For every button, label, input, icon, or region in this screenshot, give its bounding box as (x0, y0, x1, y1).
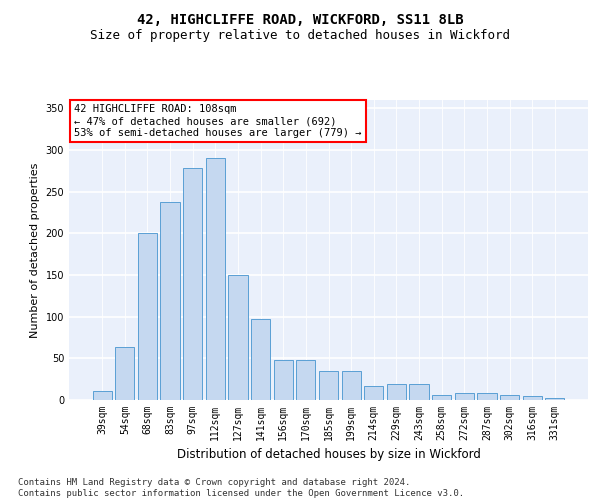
Bar (319, 371, 338, 400)
Bar (115, 346, 134, 400)
Bar (455, 392, 474, 400)
Text: 42 HIGHCLIFFE ROAD: 108sqm
← 47% of detached houses are smaller (692)
53% of sem: 42 HIGHCLIFFE ROAD: 108sqm ← 47% of deta… (74, 104, 362, 138)
Text: Contains HM Land Registry data © Crown copyright and database right 2024.
Contai: Contains HM Land Registry data © Crown c… (18, 478, 464, 498)
Bar (138, 234, 157, 400)
Text: Size of property relative to detached houses in Wickford: Size of property relative to detached ho… (90, 29, 510, 42)
Bar (274, 360, 293, 400)
Bar (160, 202, 180, 400)
Bar (364, 386, 383, 400)
Bar (477, 392, 497, 400)
Y-axis label: Number of detached properties: Number of detached properties (30, 162, 40, 338)
Bar (296, 360, 316, 400)
Bar (409, 384, 428, 400)
Bar (251, 319, 270, 400)
Bar (432, 395, 451, 400)
Bar (206, 158, 225, 400)
Bar (500, 395, 519, 400)
Text: 42, HIGHCLIFFE ROAD, WICKFORD, SS11 8LB: 42, HIGHCLIFFE ROAD, WICKFORD, SS11 8LB (137, 12, 463, 26)
Bar (387, 384, 406, 400)
Bar (183, 168, 202, 400)
Bar (523, 396, 542, 400)
Bar (341, 371, 361, 400)
Bar (229, 275, 248, 400)
Bar (545, 398, 565, 400)
X-axis label: Distribution of detached houses by size in Wickford: Distribution of detached houses by size … (176, 448, 481, 462)
Bar (92, 391, 112, 400)
